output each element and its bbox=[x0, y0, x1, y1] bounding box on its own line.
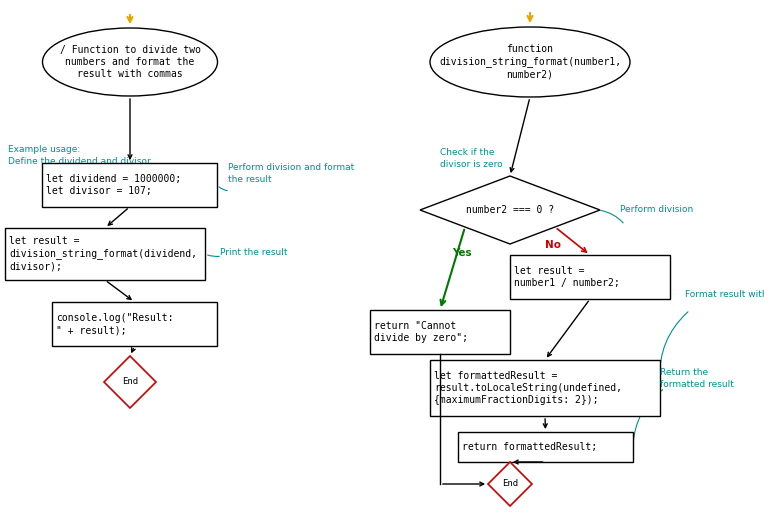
FancyBboxPatch shape bbox=[5, 228, 205, 280]
Text: let result =
division_string_format(dividend,
divisor);: let result = division_string_format(divi… bbox=[9, 236, 197, 272]
Text: No: No bbox=[545, 240, 561, 250]
Polygon shape bbox=[488, 462, 532, 506]
Text: return "Cannot
divide by zero";: return "Cannot divide by zero"; bbox=[374, 321, 468, 343]
Polygon shape bbox=[104, 356, 156, 408]
Text: number2 === 0 ?: number2 === 0 ? bbox=[466, 205, 554, 215]
Text: Example usage:
Define the dividend and divisor: Example usage: Define the dividend and d… bbox=[8, 145, 151, 166]
Text: End: End bbox=[502, 480, 518, 488]
FancyBboxPatch shape bbox=[42, 163, 217, 207]
Text: let dividend = 1000000;
let divisor = 107;: let dividend = 1000000; let divisor = 10… bbox=[46, 174, 181, 196]
Text: Print the result: Print the result bbox=[220, 248, 287, 257]
Text: Return the
formatted result: Return the formatted result bbox=[660, 368, 734, 389]
Text: Check if the
divisor is zero: Check if the divisor is zero bbox=[440, 148, 503, 169]
FancyBboxPatch shape bbox=[370, 310, 510, 354]
Text: Format result with commas: Format result with commas bbox=[685, 290, 764, 299]
Text: return formattedResult;: return formattedResult; bbox=[462, 442, 597, 452]
Text: Perform division and format
the result: Perform division and format the result bbox=[228, 163, 354, 184]
Text: let formattedResult =
result.toLocaleString(undefined,
{maximumFractionDigits: 2: let formattedResult = result.toLocaleStr… bbox=[434, 370, 622, 406]
FancyBboxPatch shape bbox=[430, 360, 660, 416]
Polygon shape bbox=[420, 176, 600, 244]
Ellipse shape bbox=[43, 28, 218, 96]
FancyBboxPatch shape bbox=[52, 302, 217, 346]
Ellipse shape bbox=[430, 27, 630, 97]
Text: / Function to divide two
numbers and format the
result with commas: / Function to divide two numbers and for… bbox=[60, 45, 200, 79]
Text: Perform division: Perform division bbox=[620, 205, 693, 214]
Text: End: End bbox=[122, 378, 138, 386]
Text: console.log("Result:
" + result);: console.log("Result: " + result); bbox=[56, 313, 173, 335]
Text: function
division_string_format(number1,
number2): function division_string_format(number1,… bbox=[439, 44, 621, 80]
Text: let result =
number1 / number2;: let result = number1 / number2; bbox=[514, 266, 620, 288]
FancyBboxPatch shape bbox=[510, 255, 670, 299]
FancyBboxPatch shape bbox=[458, 432, 633, 462]
Text: Yes: Yes bbox=[452, 248, 471, 258]
